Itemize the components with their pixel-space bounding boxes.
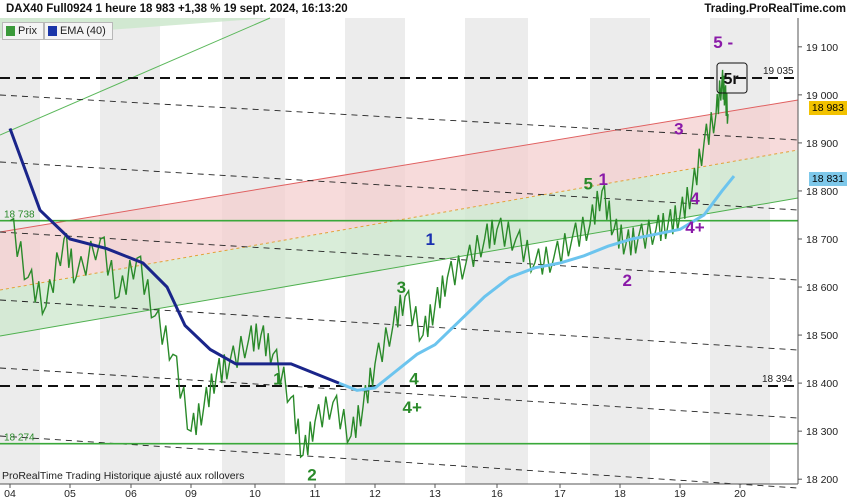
- y-tick-label: 18 200: [806, 474, 838, 486]
- x-tick-label: 18: [614, 488, 626, 500]
- upper-green-line: [0, 17, 271, 136]
- x-tick-label: 11: [310, 488, 321, 500]
- x-tick-label: 20: [734, 488, 746, 500]
- y-tick-label: 18 900: [806, 138, 838, 150]
- last-price-value: 18 983: [811, 102, 844, 114]
- trend-fan-line: [0, 231, 799, 281]
- x-tick-label: 13: [429, 488, 441, 500]
- red-channel-line: [0, 99, 799, 233]
- trend-fan-line: [0, 367, 799, 419]
- wave-label: 1: [273, 369, 282, 388]
- trend-fan-line: [0, 299, 799, 351]
- x-tick-label: 12: [369, 488, 381, 500]
- price-swatch-icon: [6, 26, 15, 36]
- x-tick-label: 06: [125, 488, 137, 500]
- footer-text: ProRealTime Trading Historique ajusté au…: [2, 470, 245, 482]
- wave-label: 4: [690, 189, 700, 208]
- x-tick-label: 19: [674, 488, 686, 500]
- wave-label: 5r: [723, 71, 738, 88]
- ema-line-light: [338, 175, 736, 392]
- legend: Prix EMA (40): [2, 22, 113, 40]
- y-tick-label: 19 100: [806, 42, 838, 54]
- legend-item-ema[interactable]: EMA (40): [43, 22, 113, 40]
- y-tick-label: 18 700: [806, 234, 838, 246]
- y-axis-panel: [798, 18, 850, 484]
- x-tick-label: 05: [64, 488, 76, 500]
- wave-label: 1: [598, 170, 607, 189]
- wave-label: 2: [622, 271, 631, 290]
- y-tick-label: 18 400: [806, 378, 838, 390]
- y-tick-label: 19 000: [806, 90, 838, 102]
- wave-label: 4+: [685, 218, 704, 237]
- red-channel-zone: [0, 100, 798, 290]
- chart-title-bar: DAX40 Full0924 1 heure 18 983 +1,38 % 19…: [6, 3, 348, 15]
- ema-swatch-icon: [47, 26, 57, 36]
- y-tick-label: 18 300: [806, 426, 838, 438]
- y-tick-label: 18 600: [806, 282, 838, 294]
- x-tick-label: 04: [4, 488, 16, 500]
- price-line: [9, 69, 729, 459]
- wave-label: 1: [425, 230, 434, 249]
- wave-label: 3: [397, 278, 406, 297]
- horizontal-levels: 19 035 18 738 18 394 18 274: [0, 66, 798, 445]
- price-series: [8, 69, 736, 459]
- trend-fan-line: [0, 161, 799, 211]
- wave-label: 3: [674, 119, 683, 138]
- chart-title: DAX40 Full0924 1 heure 18 983 +1,38 % 19…: [6, 3, 348, 15]
- wave-label: 5 -: [713, 33, 733, 52]
- brand: Trading.ProRealTime.com: [704, 3, 846, 15]
- legend-item-price[interactable]: Prix: [2, 22, 44, 40]
- ema-line-dark: [8, 127, 340, 385]
- last-price-label: 18 983: [808, 101, 847, 115]
- level-label: 18 394: [762, 374, 793, 385]
- axes: 18 200 18 300 18 400 18 500 18 600 18 700 18 8…: [0, 18, 850, 500]
- ema-price-value: 18 831: [811, 173, 844, 185]
- footer-note: ProRealTime Trading Historique ajusté au…: [2, 470, 244, 482]
- y-tick-label: 18 800: [806, 186, 838, 198]
- level-label: 18 274: [4, 433, 35, 444]
- ema-price-label: 18 831: [808, 172, 847, 186]
- x-tick-label: 10: [249, 488, 261, 500]
- level-label: 19 035: [763, 66, 794, 77]
- trend-fan-line: [0, 435, 799, 489]
- wave-label: 4: [409, 369, 419, 388]
- level-label: 18 738: [4, 210, 35, 221]
- legend-label-price: Prix: [18, 25, 37, 37]
- legend-label-ema: EMA (40): [59, 25, 106, 37]
- x-tick-label: 09: [185, 488, 197, 500]
- brand-label: Trading.ProRealTime.com: [704, 3, 846, 15]
- y-tick-label: 18 500: [806, 330, 838, 342]
- wave-label: 2: [307, 465, 316, 484]
- wave-label: 4+: [403, 398, 422, 417]
- wave-box: [716, 62, 748, 94]
- wave-label: 5: [583, 175, 592, 194]
- trend-fan-line: [0, 94, 799, 141]
- x-tick-label: 16: [491, 488, 503, 500]
- x-tick-label: 17: [554, 488, 566, 500]
